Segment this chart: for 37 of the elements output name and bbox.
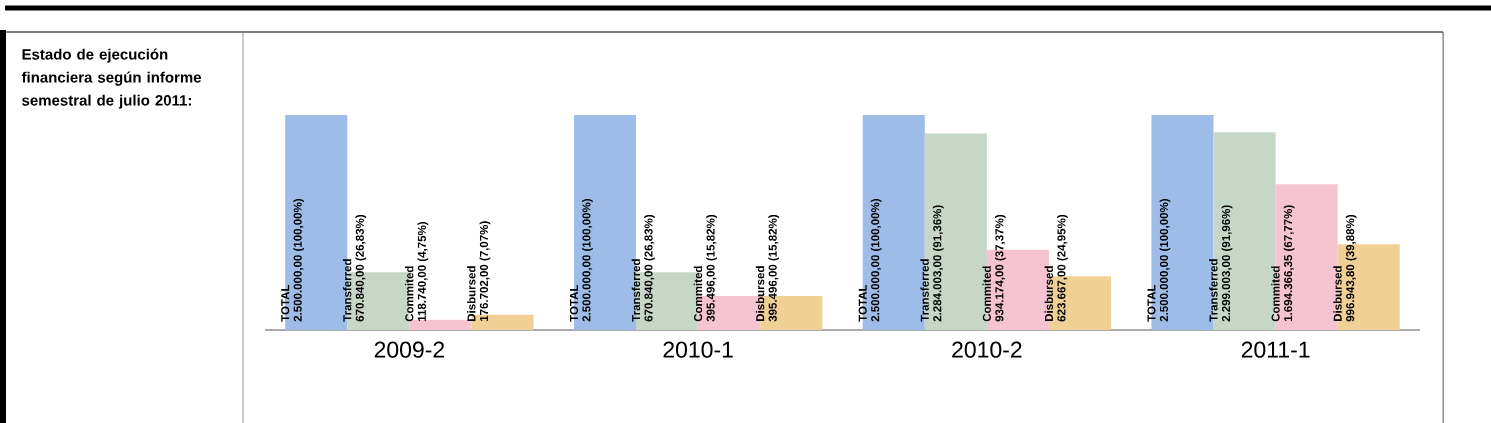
text: Estado de ejecución financiera según informe semestral de julio 2011: xyxy=(21,48,202,109)
x-tick-label: 2010-1 xyxy=(663,341,733,358)
x-tick-label: 2009-2 xyxy=(374,341,445,358)
data-label: 395.496,00 (15,82%) xyxy=(706,214,717,322)
text: TOTAL xyxy=(858,284,867,322)
text: Disbursed xyxy=(467,266,476,322)
data-label: 670.840,00 (26,83%) xyxy=(355,214,367,322)
x-tick-label: 2011-1 xyxy=(1241,341,1310,358)
data-label: 2.299.003,00 (91,96%) xyxy=(1221,205,1233,322)
data-label: 1.694.366,35 (67,77%) xyxy=(1283,205,1295,322)
data-label: 2.500.000,00 (100,00%) xyxy=(1159,198,1171,322)
data-label: 118.740,00 (4,75%) xyxy=(417,222,429,322)
text: TOTAL xyxy=(1147,284,1156,322)
text: Transferred xyxy=(1209,259,1218,322)
data-label: 670.840,00 (26,83%) xyxy=(644,214,655,322)
text: Disbursed xyxy=(1044,266,1054,322)
data-label: 623.667,00 (24,95%) xyxy=(1057,214,1068,322)
data-label: 2.500.000,00 (100,00%) xyxy=(582,198,593,322)
x-tick-label: 2010-2 xyxy=(952,341,1022,358)
text: Transferred xyxy=(342,259,352,322)
text: Commited xyxy=(693,266,703,322)
data-label: 395.496,00 (15,82%) xyxy=(768,214,780,322)
data-label: 996.943,80 (39,88%) xyxy=(1345,214,1357,322)
data-label: 934.174,00 (37,37%) xyxy=(994,214,1006,322)
text: Disbursed xyxy=(755,266,765,322)
data-label: 2.500.000,00 (100,00%) xyxy=(870,198,882,322)
text: Disbursed xyxy=(1333,266,1342,322)
series-label: TOTAL xyxy=(281,284,290,322)
text: Transferred xyxy=(631,259,641,322)
text: Commited xyxy=(405,266,414,322)
text: Commited xyxy=(1271,266,1280,322)
data-label: 2.500.000,00 (100,00%) xyxy=(293,198,305,322)
data-label: 176.702,00 (7,07%) xyxy=(479,221,491,322)
data-label: 2.284.003,00 (91,36%) xyxy=(932,205,944,322)
text: TOTAL xyxy=(569,284,579,322)
text: Transferred xyxy=(920,259,929,322)
text: Commited xyxy=(982,266,991,322)
